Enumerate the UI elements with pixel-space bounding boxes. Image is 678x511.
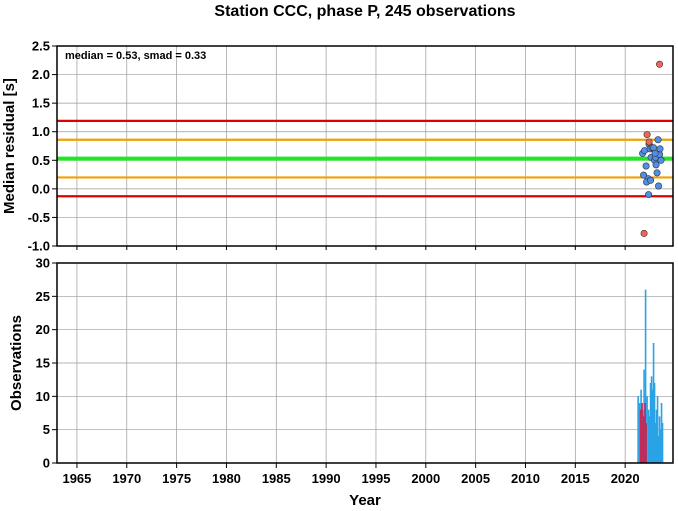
observation-bar	[661, 423, 664, 463]
observation-bar	[658, 416, 661, 463]
observation-bar	[651, 389, 654, 463]
observation-bar	[644, 289, 647, 463]
x-tick-label: 1965	[62, 471, 91, 486]
observation-bar	[655, 409, 658, 463]
observation-bar	[644, 403, 646, 463]
data-point	[656, 60, 664, 68]
observation-bar	[641, 403, 643, 463]
y-tick-label: 5	[43, 422, 50, 437]
observation-bar	[660, 403, 663, 463]
observation-bar	[657, 436, 660, 463]
observation-bar	[648, 416, 651, 463]
observation-bar	[637, 396, 639, 463]
y-tick-label: 0	[43, 456, 50, 471]
y-tick-label: 0.5	[32, 153, 50, 168]
y-tick-label: 2.0	[32, 67, 50, 82]
statistics-annotation: median = 0.53, smad = 0.33	[65, 50, 206, 62]
y-tick-label: 1.5	[32, 96, 50, 111]
observation-bar	[638, 403, 641, 463]
x-tick-label: 2020	[611, 471, 640, 486]
y-tick-label: -1.0	[28, 239, 50, 254]
reference-lines	[57, 119, 673, 198]
x-tick-label: 1995	[362, 471, 391, 486]
data-point	[657, 156, 665, 164]
data-point	[650, 144, 658, 152]
y-tick-label: 25	[36, 289, 50, 304]
data-point	[655, 182, 663, 190]
data-point	[652, 161, 660, 169]
y-tick-label: 15	[36, 356, 50, 371]
observation-bar	[643, 369, 645, 463]
observation-bar	[645, 423, 647, 463]
observations-grid	[57, 262, 673, 464]
residual-y-ticks: -1.0 -0.5 0.0 0.5 1.0 1.5 2.0 2.5	[28, 39, 57, 254]
y-tick-label: 0.0	[32, 181, 50, 196]
observation-bar	[656, 396, 659, 463]
x-tick-label: 2005	[461, 471, 490, 486]
y-tick-label: 1.0	[32, 124, 50, 139]
observation-bar	[652, 343, 655, 463]
observation-bar	[659, 429, 662, 463]
observation-bar	[650, 376, 653, 463]
data-point	[645, 138, 653, 146]
x-tick-label: 1980	[212, 471, 241, 486]
residual-points	[639, 60, 665, 237]
observation-bar	[653, 383, 656, 463]
data-point	[640, 229, 648, 237]
observation-bar	[646, 396, 648, 463]
residual-y-axis-label: Median residual [s]	[1, 78, 18, 214]
observation-bar	[647, 409, 650, 463]
y-tick-label: 30	[36, 256, 50, 271]
residual-panel: -1.0 -0.5 0.0 0.5 1.0 1.5 2.0 2.5 median = 0.53…	[1, 39, 674, 254]
observations-y-axis-label: Observations	[8, 315, 25, 411]
data-point	[640, 171, 648, 179]
y-tick-label: 10	[36, 389, 50, 404]
chart-title: Station CCC, phase P, 245 observations	[214, 3, 515, 20]
observation-bar	[649, 383, 652, 463]
x-tick-label: 1990	[312, 471, 341, 486]
data-point	[651, 149, 659, 157]
observation-bar	[654, 423, 657, 463]
data-point	[642, 162, 650, 170]
y-tick-label: 20	[36, 322, 50, 337]
x-tick-label: 1985	[262, 471, 291, 486]
observation-bar	[642, 416, 645, 463]
data-point	[653, 169, 661, 177]
data-point	[654, 136, 662, 144]
x-tick-label: 2015	[561, 471, 590, 486]
observation-bar	[639, 409, 642, 463]
data-point	[643, 131, 651, 139]
observations-y-ticks: 0 5 10 15 20 25 30	[36, 256, 57, 471]
x-tick-label: 1970	[112, 471, 141, 486]
x-axis-label: Year	[349, 492, 381, 509]
observations-bars	[637, 289, 664, 463]
data-point	[647, 176, 655, 184]
observations-panel: 0 5 10 15 20 25 30 1965 1970 1975 1980 1985 1990 199…	[8, 246, 674, 509]
x-tick-label: 2000	[411, 471, 440, 486]
y-tick-label: 2.5	[32, 39, 50, 54]
data-point	[656, 145, 664, 153]
x-tick-label: 2010	[511, 471, 540, 486]
year-x-ticks: 1965 1970 1975 1980 1985 1990 1995 2000 2005 2010…	[62, 246, 640, 486]
residual-grid	[57, 45, 673, 247]
x-tick-label: 1975	[162, 471, 191, 486]
residual-plot-frame	[56, 45, 674, 247]
data-point	[645, 191, 653, 199]
y-tick-label: -0.5	[28, 210, 50, 225]
